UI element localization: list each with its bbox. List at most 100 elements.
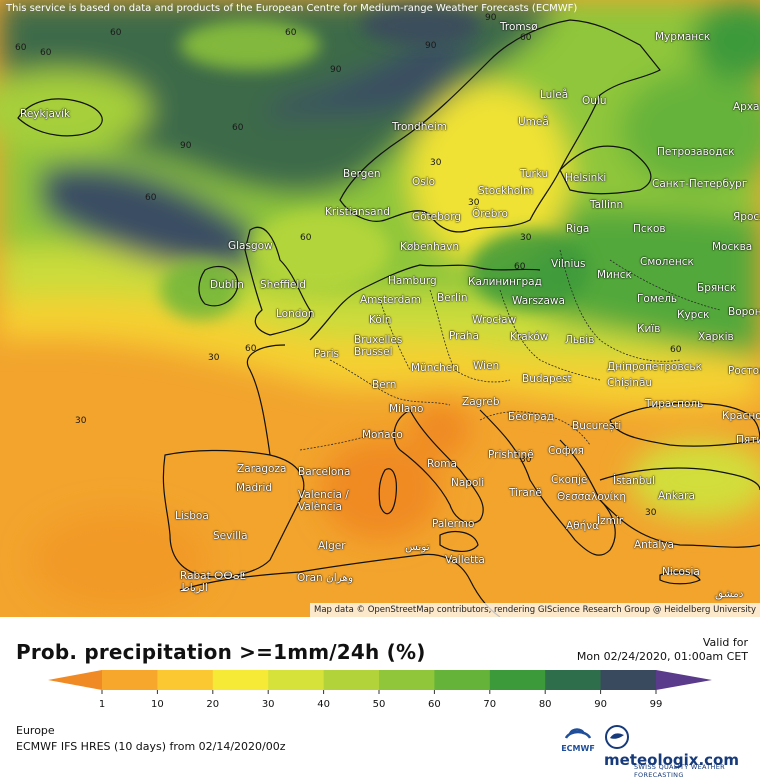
colorbar-tick-label: 30 xyxy=(261,699,275,710)
city-label: Zagreb xyxy=(462,396,500,408)
city-label: Antalya xyxy=(634,539,674,551)
city-label: دمشق xyxy=(715,588,744,600)
ecmwf-notice: This service is based on data and produc… xyxy=(6,3,578,14)
city-label: Калининград xyxy=(468,276,542,288)
city-label: Amsterdam xyxy=(360,294,421,306)
svg-text:60: 60 xyxy=(110,28,122,38)
svg-text:60: 60 xyxy=(285,28,297,38)
colorbar-low-arrow xyxy=(48,670,102,690)
region-label: Europe xyxy=(16,724,55,737)
svg-text:30: 30 xyxy=(520,455,532,465)
city-label: Prishtinë xyxy=(488,449,534,461)
colorbar-segment xyxy=(323,670,380,690)
ecmwf-logo-icon: ECMWF xyxy=(561,728,595,753)
svg-text:60: 60 xyxy=(670,345,682,355)
svg-text:60: 60 xyxy=(514,262,526,272)
colorbar-tick-label: 80 xyxy=(538,699,552,710)
meteologix-logo[interactable]: meteologix.com SWISS QUALITY WEATHER FOR… xyxy=(604,724,760,779)
city-label: Петрозаводск xyxy=(657,146,735,158)
city-label: Вороне xyxy=(728,306,760,318)
city-label: Дніпропетровськ xyxy=(607,361,702,373)
city-label: Nicosia xyxy=(662,566,700,578)
city-label: Wien xyxy=(473,360,500,372)
city-label: Псков xyxy=(633,223,666,235)
city-label: Ankara xyxy=(658,490,695,502)
city-label: Bern xyxy=(372,379,397,391)
city-label: Београд xyxy=(508,411,554,423)
globe-icon xyxy=(605,725,629,749)
city-label: Тирасполь xyxy=(645,398,704,410)
city-label: Київ xyxy=(637,323,661,335)
city-label: Helsinki xyxy=(565,172,607,184)
colorbar-segment xyxy=(600,670,657,690)
city-label: Oulu xyxy=(582,95,607,107)
meteologix-slogan: SWISS QUALITY WEATHER FORECASTING xyxy=(634,763,725,779)
colorbar-tick-label: 90 xyxy=(594,699,607,710)
ecmwf-logo: ECMWF xyxy=(558,724,598,754)
svg-text:60: 60 xyxy=(15,43,27,53)
city-label: Львів xyxy=(565,334,595,346)
svg-text:30: 30 xyxy=(468,198,480,208)
city-label: Budapest xyxy=(522,373,572,385)
map-attribution: Map data © OpenStreetMap contributors, r… xyxy=(310,603,760,617)
colorbar-tick-label: 70 xyxy=(483,699,497,710)
svg-text:90: 90 xyxy=(330,65,342,75)
city-label: Chișinău xyxy=(607,377,653,389)
city-label: Warszawa xyxy=(512,295,565,307)
city-label: Luleå xyxy=(540,89,569,101)
city-label: Αθήνα xyxy=(566,520,600,532)
city-label: Bergen xyxy=(343,168,381,180)
svg-text:30: 30 xyxy=(208,353,220,363)
city-label: Palermo xyxy=(432,518,475,530)
precipitation-probability-map: 60 60 90 60 90 90 60 60 60 90 60 30 30 3… xyxy=(0,0,760,617)
city-label: Bruxelles Brussel xyxy=(354,334,403,358)
city-label: Θεσσαλονίκη xyxy=(557,491,627,503)
city-label: Смоленск xyxy=(640,256,694,268)
colorbar-tick-label: 60 xyxy=(428,699,441,710)
city-label: Москва xyxy=(712,241,753,253)
coastlines xyxy=(17,19,760,617)
city-label: Мурманск xyxy=(655,31,711,43)
city-label: İstanbul xyxy=(613,475,656,487)
city-label: Riga xyxy=(566,223,590,235)
city-label: تونس xyxy=(405,541,430,553)
colorbar-tick-label: 50 xyxy=(372,699,386,710)
colorbar-segment xyxy=(379,670,435,690)
city-label: София xyxy=(548,445,584,457)
colorbar-segment xyxy=(212,670,269,690)
city-label: Ростов xyxy=(728,365,760,377)
svg-text:60: 60 xyxy=(245,344,257,354)
colorbar-high-arrow xyxy=(656,670,712,690)
city-label: Rabat ⵔⴱⴰⵟ الرباط xyxy=(180,570,247,594)
colorbar-tick-label: 20 xyxy=(206,699,220,710)
city-label: Tallinn xyxy=(590,199,624,211)
map-canvas: 60 60 90 60 90 90 60 60 60 90 60 30 30 3… xyxy=(0,0,760,617)
svg-text:30: 30 xyxy=(75,416,87,426)
city-label: Glasgow xyxy=(228,240,273,252)
city-label: Valencia / València xyxy=(298,489,349,513)
city-label: Köln xyxy=(369,314,392,326)
city-label: London xyxy=(276,308,315,320)
city-label: Trondheim xyxy=(392,121,447,133)
city-label: Kraków xyxy=(510,331,549,343)
city-label: Красно xyxy=(722,410,760,422)
city-label: Lisboa xyxy=(175,510,209,522)
valid-label: Valid for xyxy=(702,636,748,649)
city-label: Göteborg xyxy=(412,211,462,223)
colorbar-tick-label: 1 xyxy=(98,699,106,710)
svg-text:60: 60 xyxy=(232,123,244,133)
colorbar-tick-label: 99 xyxy=(649,699,663,710)
city-label: Арха xyxy=(733,101,760,113)
city-label: Яросл xyxy=(733,211,760,223)
city-label: Örebro xyxy=(472,208,508,220)
city-label: Valletta xyxy=(445,554,485,566)
city-label: Oslo xyxy=(412,176,436,188)
ecmwf-logo-text: ECMWF xyxy=(561,744,595,753)
city-label: Пяти xyxy=(736,434,760,446)
colorbar-segment xyxy=(102,670,158,690)
colorbar-segment xyxy=(489,670,546,690)
city-label: Kristiansand xyxy=(325,206,390,218)
svg-text:60: 60 xyxy=(40,48,52,58)
city-label: Гомель xyxy=(637,293,678,305)
svg-text:30: 30 xyxy=(520,233,532,243)
